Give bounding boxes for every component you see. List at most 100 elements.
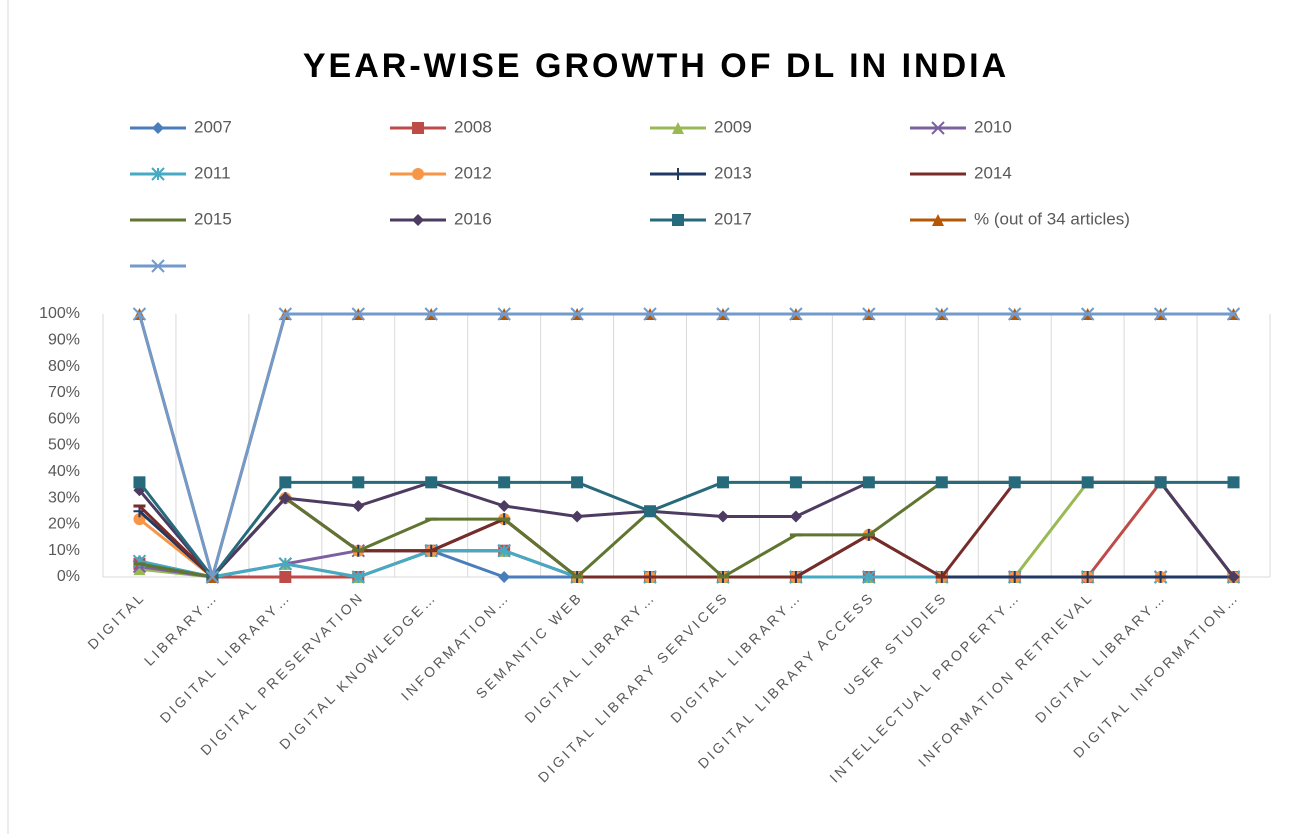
marker bbox=[133, 504, 146, 508]
legend-label: 2013 bbox=[714, 163, 752, 182]
y-tick-label: 10% bbox=[48, 542, 80, 559]
x-tick-label: DIGITAL INFORMATION… bbox=[1070, 588, 1242, 760]
legend-entry: 2008 bbox=[390, 117, 492, 136]
marker bbox=[412, 122, 424, 134]
marker bbox=[351, 570, 365, 584]
x-tick-label: DIGITAL bbox=[84, 588, 148, 652]
marker bbox=[152, 122, 164, 134]
marker bbox=[425, 517, 438, 521]
legend-label: 2017 bbox=[714, 209, 752, 228]
marker bbox=[644, 575, 657, 579]
legend-label: 2011 bbox=[194, 163, 231, 182]
marker bbox=[152, 218, 164, 222]
marker bbox=[644, 505, 657, 518]
chart-title: YEAR-WISE GROWTH OF DL IN INDIA bbox=[303, 47, 1009, 85]
marker bbox=[1154, 571, 1167, 583]
marker bbox=[672, 168, 684, 180]
marker bbox=[1008, 307, 1022, 321]
marker bbox=[497, 543, 511, 558]
x-tick-label: DIGITAL KNOWLEDGE… bbox=[276, 588, 440, 752]
y-tick-label: 70% bbox=[48, 384, 80, 401]
marker bbox=[716, 575, 729, 579]
marker bbox=[1080, 307, 1095, 321]
marker bbox=[862, 476, 875, 489]
marker bbox=[1008, 476, 1021, 489]
marker bbox=[151, 167, 165, 181]
y-tick-label: 40% bbox=[48, 463, 80, 480]
marker bbox=[498, 476, 511, 489]
marker bbox=[352, 476, 365, 489]
marker bbox=[1227, 571, 1240, 583]
marker bbox=[205, 570, 220, 584]
y-tick-label: 30% bbox=[48, 489, 80, 506]
marker bbox=[133, 513, 146, 526]
marker bbox=[412, 168, 424, 180]
marker bbox=[424, 307, 438, 321]
marker bbox=[862, 533, 875, 537]
marker bbox=[425, 476, 438, 489]
marker bbox=[132, 307, 147, 321]
legend-entry: 2009 bbox=[650, 117, 752, 136]
x-tick-label: DIGITAL LIBRARY… bbox=[521, 588, 658, 725]
legend-label: 2015 bbox=[194, 209, 232, 228]
x-tick-label: DIGITAL PRESERVATION bbox=[197, 588, 367, 758]
marker bbox=[789, 533, 802, 537]
legend-entry: 2014 bbox=[910, 163, 1012, 182]
legend-label: 2008 bbox=[454, 117, 492, 136]
x-tick-label: DIGITAL LIBRARY… bbox=[157, 588, 294, 725]
y-tick-label: 60% bbox=[48, 410, 80, 427]
x-tick-label: DIGITAL LIBRARY… bbox=[667, 588, 804, 725]
marker bbox=[151, 259, 165, 273]
marker bbox=[716, 307, 730, 321]
marker bbox=[935, 575, 948, 579]
marker bbox=[935, 476, 948, 489]
y-tick-label: 0% bbox=[57, 568, 80, 585]
marker bbox=[279, 571, 292, 583]
marker bbox=[931, 121, 945, 135]
marker bbox=[789, 575, 802, 579]
marker bbox=[1153, 307, 1168, 321]
legend-entry: 2012 bbox=[390, 163, 492, 182]
y-tick-label: 50% bbox=[48, 437, 80, 454]
marker bbox=[570, 307, 584, 321]
y-tick-label: 80% bbox=[48, 358, 80, 375]
marker bbox=[1008, 571, 1021, 583]
legend-label: 2012 bbox=[454, 163, 492, 182]
marker bbox=[932, 172, 944, 176]
legend-label: 2016 bbox=[454, 209, 492, 228]
marker bbox=[932, 214, 944, 226]
legend-label: 2007 bbox=[194, 117, 232, 136]
marker bbox=[133, 476, 146, 489]
marker bbox=[935, 307, 949, 321]
y-tick-label: 100% bbox=[39, 305, 80, 322]
x-tick-label: DIGITAL LIBRARY… bbox=[1032, 588, 1169, 725]
marker bbox=[278, 307, 293, 321]
marker bbox=[133, 563, 146, 576]
legend-entry: 2011 bbox=[130, 163, 231, 182]
marker bbox=[789, 307, 803, 321]
marker bbox=[497, 307, 511, 321]
marker bbox=[1227, 476, 1240, 489]
legend-entry: 2016 bbox=[390, 209, 492, 228]
series-line bbox=[138, 480, 1234, 579]
marker bbox=[672, 214, 684, 226]
marker bbox=[1154, 476, 1167, 489]
marker bbox=[351, 307, 365, 321]
legend-label: 2010 bbox=[974, 117, 1012, 136]
x-tick-label: LIBRARY… bbox=[141, 588, 221, 668]
legend-entry: 2015 bbox=[130, 209, 232, 228]
marker bbox=[643, 307, 657, 321]
marker bbox=[133, 562, 146, 566]
marker bbox=[716, 476, 729, 489]
legend-entry bbox=[130, 259, 186, 273]
marker bbox=[789, 476, 802, 489]
marker bbox=[571, 476, 584, 489]
legend-entry: % (out of 34 articles) bbox=[910, 209, 1130, 228]
series-line bbox=[138, 312, 1234, 579]
marker bbox=[425, 549, 438, 553]
marker bbox=[498, 499, 511, 512]
legend-label: 2014 bbox=[974, 163, 1012, 182]
marker bbox=[352, 499, 365, 512]
legend-label: % (out of 34 articles) bbox=[974, 209, 1130, 228]
